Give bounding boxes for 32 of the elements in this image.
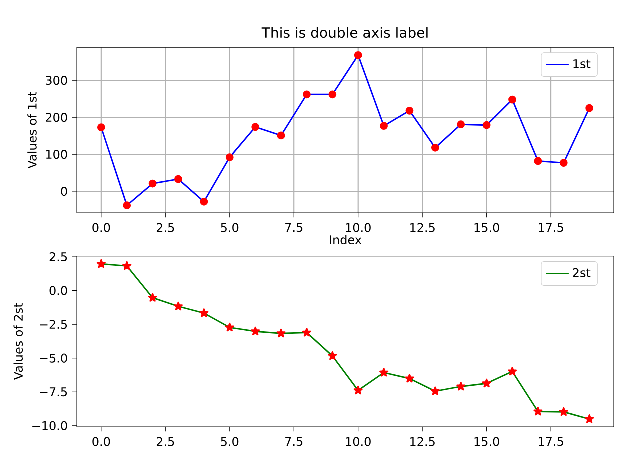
y-tick-label: −10.0 <box>32 421 68 430</box>
y-tick-label: −2.5 <box>40 320 68 330</box>
x-tick-label: 10.0 <box>346 437 371 446</box>
x-tick-label: 10.0 <box>346 223 371 232</box>
x-tick-label: 12.5 <box>410 437 435 446</box>
x-tick-label: 15.0 <box>474 437 500 446</box>
x-tick-label: 0.0 <box>92 437 110 446</box>
chart-title: This is double axis label <box>262 27 428 38</box>
x-tick-label: 15.0 <box>474 223 500 232</box>
y-tick-label: 300 <box>46 76 68 86</box>
y-tick-label: −7.5 <box>40 388 68 397</box>
x-tick-label: 12.5 <box>410 223 435 232</box>
y-axis-title: Values of 1st <box>28 92 37 169</box>
legend-label: 1st <box>574 60 591 68</box>
x-tick-label: 7.5 <box>286 223 303 232</box>
x-tick-label: 2.5 <box>156 223 174 232</box>
x-tick-label: 5.0 <box>221 437 239 446</box>
y-tick-label: 0.0 <box>50 286 68 296</box>
y-tick-label: 100 <box>46 150 68 160</box>
legend-label: 2st <box>573 268 591 278</box>
y-axis-title: Values of 2st <box>14 303 24 380</box>
y-tick-label: −5.0 <box>40 354 68 363</box>
x-tick-label: 5.0 <box>221 223 239 232</box>
x-axis-title: Index <box>330 235 362 245</box>
y-tick-label: 0 <box>61 187 68 196</box>
y-tick-label: 200 <box>46 113 68 122</box>
x-tick-label: 2.5 <box>156 437 174 446</box>
x-tick-label: 7.5 <box>286 437 303 446</box>
x-tick-label: 17.5 <box>539 437 564 446</box>
x-tick-label: 0.0 <box>92 223 110 232</box>
x-tick-label: 17.5 <box>539 223 564 232</box>
y-tick-label: 2.5 <box>50 252 68 262</box>
